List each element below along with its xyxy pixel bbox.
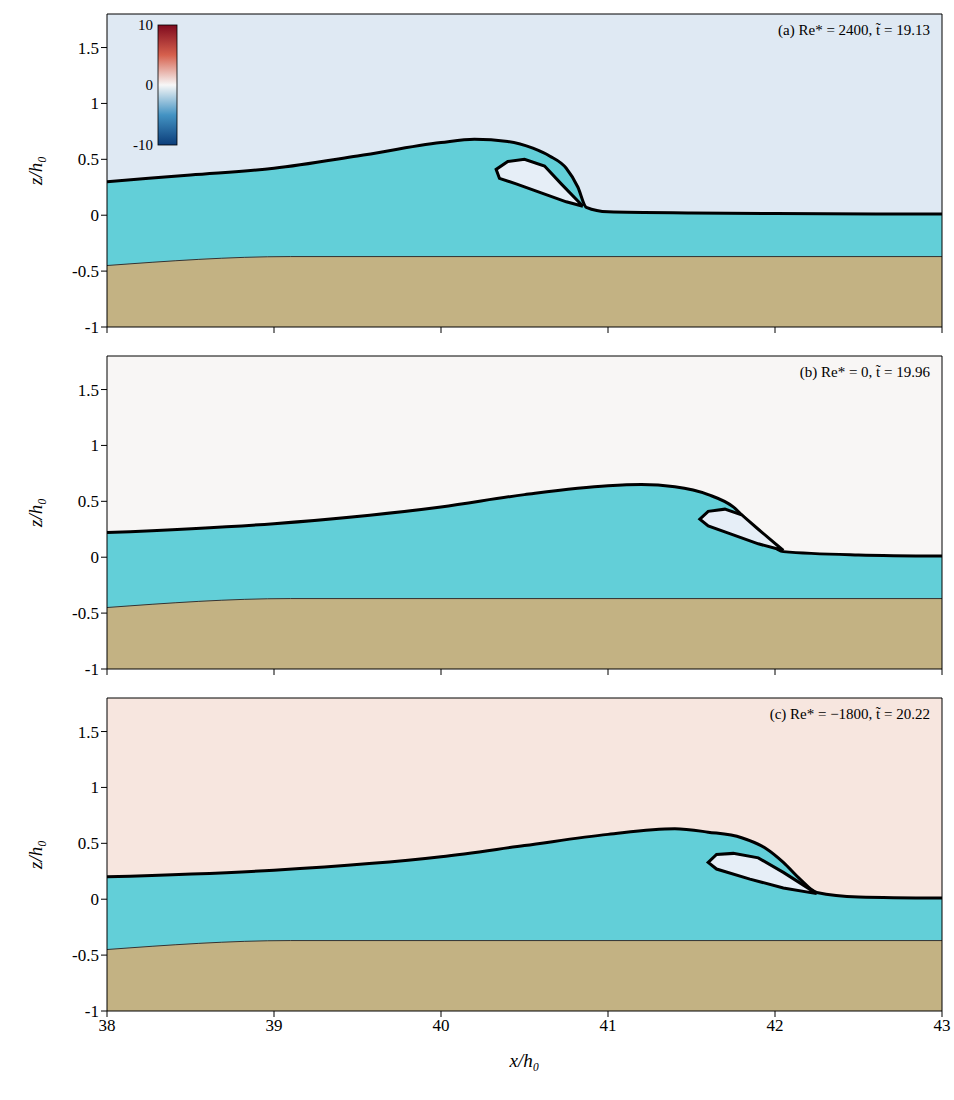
html-text:(b) Re* = 0, t̃ = 19.96: (b) Re* = 0, t̃ = 19.96 xyxy=(799,364,930,380)
svg-text:0: 0 xyxy=(91,890,100,909)
svg-text:-10: -10 xyxy=(133,137,153,153)
svg-text:1: 1 xyxy=(91,94,100,113)
svg-text:z/h₀: z/h₀ xyxy=(25,156,46,186)
svg-text:0.5: 0.5 xyxy=(78,834,99,853)
svg-text:1: 1 xyxy=(91,436,100,455)
svg-text:x/h₀: x/h₀ xyxy=(509,1050,540,1071)
svg-text:-1: -1 xyxy=(85,1002,99,1021)
svg-text:-0.5: -0.5 xyxy=(72,604,99,623)
svg-text:z/h₀: z/h₀ xyxy=(25,840,46,870)
svg-text:43: 43 xyxy=(934,1016,951,1035)
svg-text:0: 0 xyxy=(146,77,154,93)
svg-text:1.5: 1.5 xyxy=(78,723,99,742)
html-text:(c) Re* = −1800, t̃ = 20.22: (c) Re* = −1800, t̃ = 20.22 xyxy=(769,706,930,722)
svg-text:1: 1 xyxy=(91,778,100,797)
svg-text:0: 0 xyxy=(91,548,100,567)
svg-text:1.5: 1.5 xyxy=(78,381,99,400)
svg-text:1.5: 1.5 xyxy=(78,39,99,58)
svg-text:0.5: 0.5 xyxy=(78,150,99,169)
svg-text:-0.5: -0.5 xyxy=(72,262,99,281)
svg-text:41: 41 xyxy=(600,1016,617,1035)
html-text:(a) Re* = 2400, t̃ = 19.13: (a) Re* = 2400, t̃ = 19.13 xyxy=(778,22,930,38)
svg-text:-1: -1 xyxy=(85,318,99,337)
svg-text:-0.5: -0.5 xyxy=(72,946,99,965)
svg-text:10: 10 xyxy=(138,17,153,33)
svg-text:39: 39 xyxy=(266,1016,283,1035)
svg-text:0.5: 0.5 xyxy=(78,492,99,511)
svg-text:0: 0 xyxy=(91,206,100,225)
svg-text:42: 42 xyxy=(767,1016,784,1035)
svg-text:40: 40 xyxy=(433,1016,450,1035)
svg-text:38: 38 xyxy=(99,1016,116,1035)
svg-text:z/h₀: z/h₀ xyxy=(25,498,46,528)
svg-text:-1: -1 xyxy=(85,660,99,679)
